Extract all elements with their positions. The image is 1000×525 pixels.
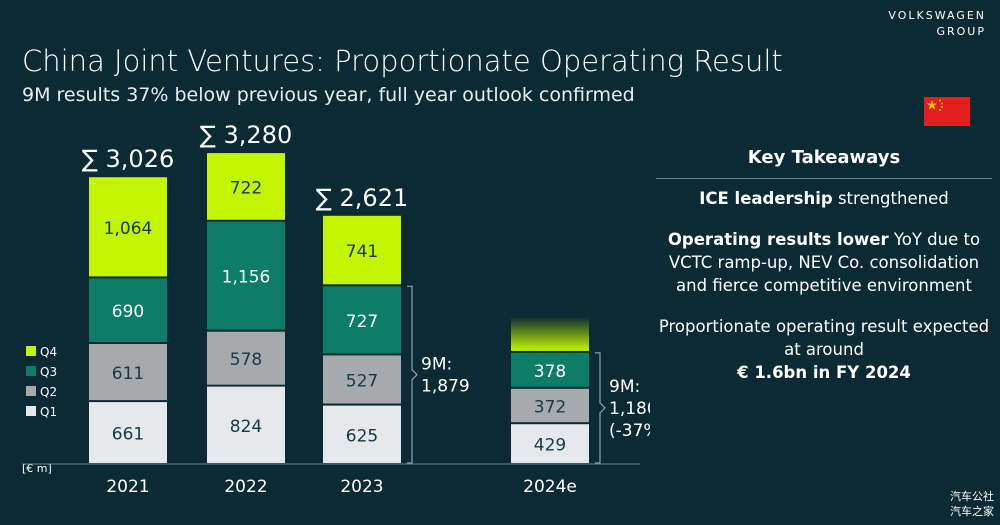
total-label-2021: ∑ 3,026 <box>82 145 175 173</box>
x-tick-label-2023: 2023 <box>340 477 383 497</box>
annotation-9m-2024e-line1: 9M: <box>609 377 640 397</box>
watermark: 汽车公社 汽车之家 <box>950 489 994 519</box>
value-label-2022-q3: 1,156 <box>222 268 271 288</box>
bar-2021-q1 <box>89 402 167 463</box>
takeaway-2-text: YoY due to VCTC ramp-up, NEV Co. consoli… <box>668 230 981 295</box>
bar-2023-q1 <box>323 405 401 463</box>
bar-2022-q4 <box>207 153 285 220</box>
stacked-bar-chart: 661 611 690 1,064 2021 ∑ 3,026 824 578 1,156 722 2… <box>22 121 650 497</box>
legend-swatch-q4 <box>26 346 36 356</box>
bar-2022-q1 <box>207 386 285 463</box>
bar-2023-q2 <box>323 355 401 404</box>
annotation-9m-2024e-line2: 1,180 <box>609 399 650 419</box>
legend-swatch-q2 <box>26 386 36 396</box>
takeaway-outlook: Proportionate operating result expected … <box>656 315 992 384</box>
value-label-2024e-q1: 429 <box>534 436 566 456</box>
bar-2021-q2 <box>89 344 167 401</box>
takeaway-3-text: Proportionate operating result expected … <box>658 317 990 359</box>
takeaway-1-text: strengthened <box>832 189 949 208</box>
annotation-9m-2023-line2: 1,879 <box>421 377 470 397</box>
watermark-line2: 汽车之家 <box>950 505 994 518</box>
value-label-2022-q1: 824 <box>230 417 262 437</box>
value-label-2023-q2: 527 <box>346 372 378 392</box>
takeaway-2-bold: Operating results lower <box>667 230 889 249</box>
value-label-2022-q2: 578 <box>230 350 262 370</box>
page-subtitle: 9M results 37% below previous year, full… <box>22 84 635 106</box>
china-flag-icon <box>924 97 970 126</box>
unit-label: [€ m] <box>22 462 52 475</box>
takeaway-1-bold: ICE leadership <box>699 189 833 208</box>
brand-line1: VOLKSWAGEN <box>888 9 986 22</box>
bar-2023-q3 <box>323 286 401 354</box>
bar-2024e-q2 <box>511 388 589 423</box>
takeaway-ice-leadership: ICE leadership strengthened <box>656 187 992 210</box>
bar-2022-q3 <box>207 221 285 330</box>
bar-2024e-q1 <box>511 424 589 463</box>
bar-2021-q3 <box>89 278 167 342</box>
bar-2021-q4 <box>89 177 167 277</box>
bar-2024e-q3 <box>511 352 589 387</box>
takeaway-operating-results: Operating results lower YoY due to VCTC … <box>656 228 992 297</box>
value-label-2021-q4: 1,064 <box>104 219 153 239</box>
brand-logo: VOLKSWAGEN GROUP <box>888 8 986 40</box>
x-tick-label-2024e: 2024e <box>523 477 577 497</box>
key-takeaways-heading: Key Takeaways <box>747 147 901 168</box>
annotation-9m-2023-line1: 9M: <box>421 355 452 375</box>
value-label-2023-q4: 741 <box>346 242 378 262</box>
x-tick-label-2022: 2022 <box>224 477 267 497</box>
value-label-2021-q1: 661 <box>112 425 144 445</box>
total-label-2022: ∑ 3,280 <box>200 121 293 149</box>
takeaway-3-bold: € 1.6bn in FY 2024 <box>737 363 911 382</box>
value-label-2024e-q3: 378 <box>534 362 566 382</box>
key-takeaways-divider <box>656 178 992 179</box>
legend-swatch-q3 <box>26 366 36 376</box>
value-label-2024e-q2: 372 <box>534 398 566 418</box>
key-takeaways-panel: Key Takeaways ICE leadership strengthene… <box>656 140 992 384</box>
bracket-9m-2024e <box>595 352 606 464</box>
page-title: China Joint Ventures: Proportionate Oper… <box>22 44 783 78</box>
value-label-2021-q2: 611 <box>112 364 144 384</box>
bar-2023-q4 <box>323 215 401 285</box>
bracket-9m-2023 <box>407 285 418 464</box>
annotation-9m-2024e-line3: (-37%) <box>609 421 650 441</box>
bar-2022-q2 <box>207 331 285 385</box>
legend-label-q2: Q2 <box>40 385 57 399</box>
x-tick-label-2021: 2021 <box>106 477 149 497</box>
legend-label-q4: Q4 <box>40 345 57 359</box>
value-label-2023-q1: 625 <box>346 426 378 446</box>
legend-label-q3: Q3 <box>40 365 57 379</box>
value-label-2023-q3: 727 <box>346 312 378 332</box>
bar-2024e-q4-outlook <box>511 316 589 351</box>
legend-swatch-q1 <box>26 406 36 416</box>
brand-line2: GROUP <box>936 25 986 38</box>
legend-label-q1: Q1 <box>40 405 57 419</box>
value-label-2021-q3: 690 <box>112 302 144 322</box>
watermark-line1: 汽车公社 <box>950 490 994 503</box>
value-label-2022-q4: 722 <box>230 178 262 198</box>
total-label-2023: ∑ 2,621 <box>316 184 409 212</box>
